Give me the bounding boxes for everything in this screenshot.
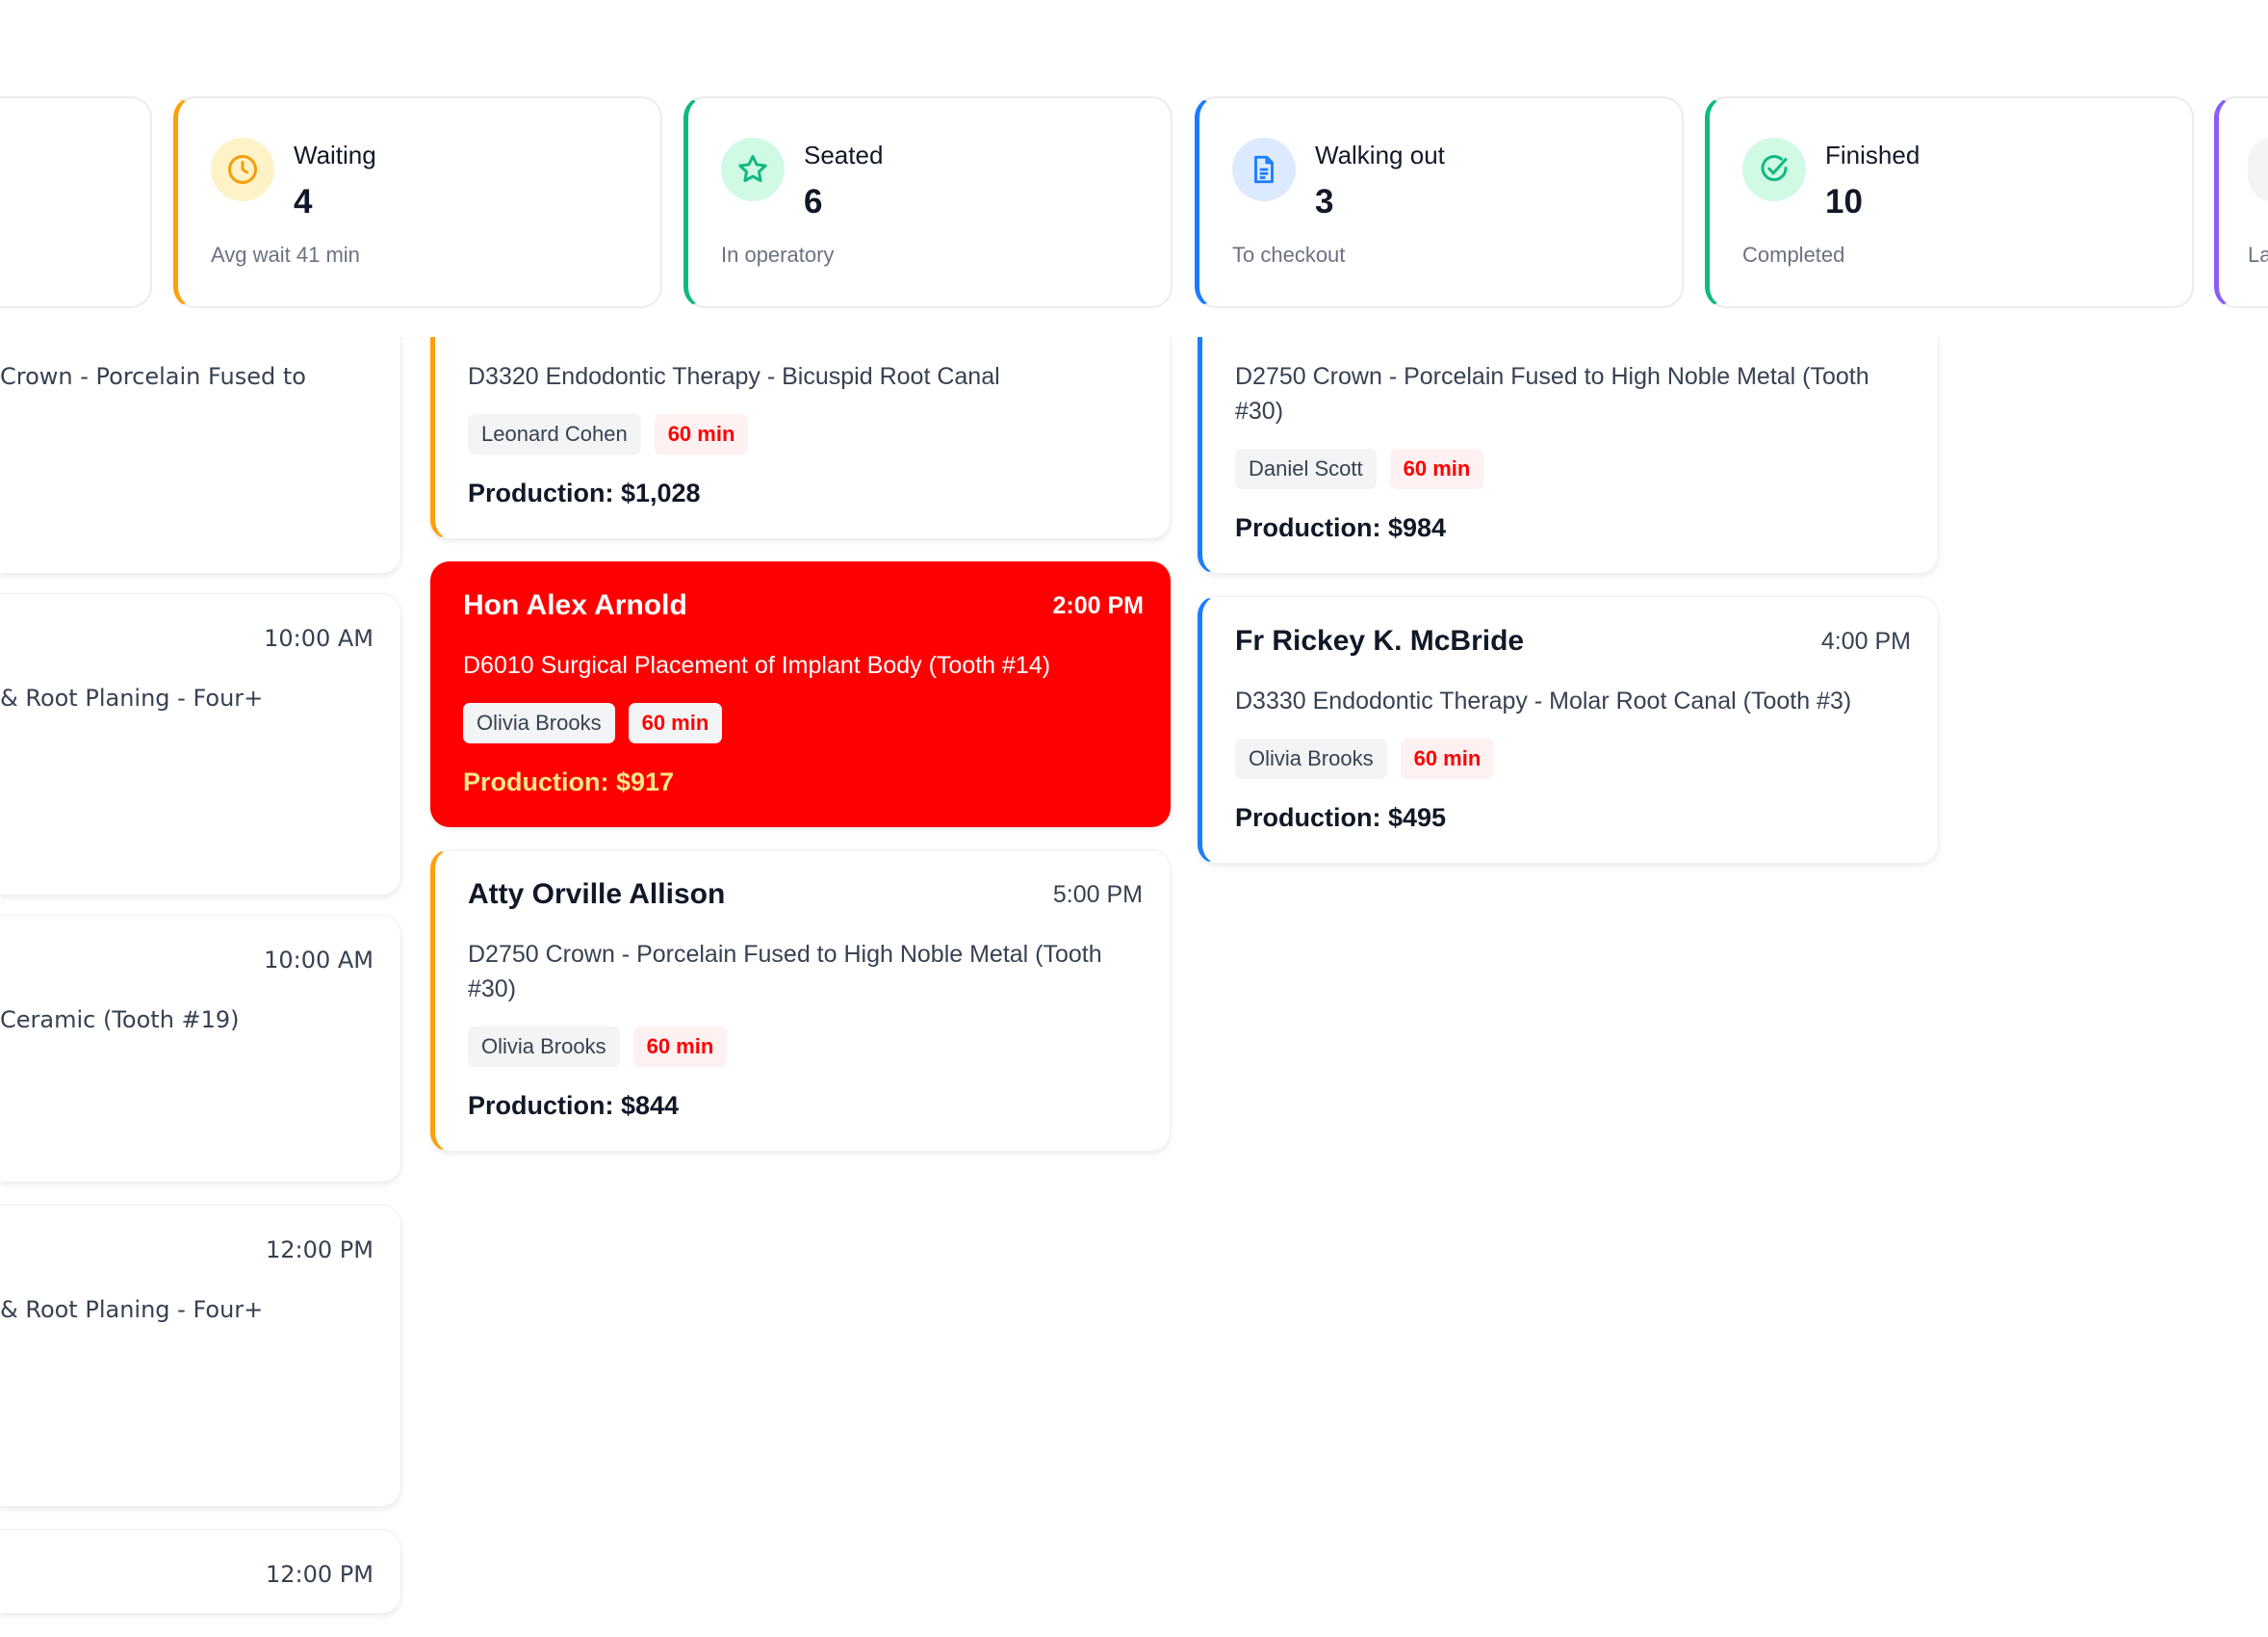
appointment-time: 10:00 AM — [264, 625, 374, 652]
appointment-time: 4:00 PM — [1820, 627, 1911, 655]
appointment-procedure: D2750 Crown - Porcelain Fused to High No… — [1235, 363, 1869, 425]
appointment-procedure: D6010 Surgical Placement of Implant Body… — [463, 652, 1051, 679]
appointment-card[interactable]: 12:00 PM — [0, 1529, 401, 1614]
stat-subtext: La — [2248, 243, 2268, 267]
stat-subtext: In operatory — [721, 243, 835, 267]
appointment-procedure: & Root Planing - Four+ — [0, 685, 264, 712]
appointment-card[interactable]: 10:00 AM Ceramic (Tooth #19) — [0, 915, 401, 1182]
stat-icon — [2248, 138, 2268, 201]
stat-label: Seated — [804, 141, 884, 169]
stat-card-walking-out[interactable]: Walking out 3 To checkout — [1195, 96, 1684, 308]
stat-card-partial[interactable] — [0, 96, 152, 308]
appointment-card[interactable]: D3320 Endodontic Therapy - Bicuspid Root… — [430, 337, 1171, 539]
stat-label: Walking out — [1315, 141, 1445, 169]
stat-subtext: Completed — [1742, 243, 1845, 267]
stat-label: Finished — [1825, 141, 1920, 169]
production-amount: Production: $495 — [1235, 803, 1447, 832]
stat-card-partial-right[interactable]: La — [2214, 96, 2268, 308]
stat-card-finished[interactable]: Finished 10 Completed — [1705, 96, 2194, 308]
appointment-procedure: Ceramic (Tooth #19) — [0, 1006, 240, 1033]
appointment-card[interactable]: 10:00 AM & Root Planing - Four+ — [0, 593, 401, 896]
appointment-card[interactable]: Crown - Porcelain Fused to — [0, 337, 401, 574]
provider-chip: Olivia Brooks — [1235, 739, 1387, 779]
stat-value: 10 — [1825, 183, 1863, 221]
appointment-procedure: Crown - Porcelain Fused to — [0, 363, 306, 390]
duration-chip: 60 min — [628, 703, 723, 743]
appointment-procedure: D3330 Endodontic Therapy - Molar Root Ca… — [1235, 688, 1852, 715]
stat-card-seated[interactable]: Seated 6 In operatory — [683, 96, 1173, 308]
stat-subtext: To checkout — [1232, 243, 1346, 267]
appointment-time: 10:00 AM — [264, 947, 374, 974]
appointment-procedure: D3320 Endodontic Therapy - Bicuspid Root… — [468, 363, 1000, 390]
clock-icon — [211, 138, 274, 201]
column-left: Crown - Porcelain Fused to 10:00 AM & Ro… — [0, 337, 401, 1614]
provider-chip: Leonard Cohen — [468, 414, 641, 455]
column-right: D2750 Crown - Porcelain Fused to High No… — [1198, 337, 1939, 864]
production-amount: Production: $1,028 — [468, 479, 701, 507]
provider-chip: Daniel Scott — [1235, 449, 1377, 489]
check-circle-icon — [1742, 138, 1806, 201]
appointment-card-alert[interactable]: Hon Alex Arnold 2:00 PM D6010 Surgical Pl… — [430, 561, 1171, 827]
appointment-time: 5:00 PM — [1052, 880, 1143, 908]
star-icon — [721, 138, 785, 201]
duration-chip: 60 min — [632, 1026, 728, 1067]
stat-card-waiting[interactable]: Waiting 4 Avg wait 41 min — [173, 96, 662, 308]
production-amount: Production: $984 — [1235, 513, 1447, 542]
appointment-time: 12:00 PM — [266, 1236, 374, 1263]
production-amount: Production: $917 — [463, 767, 675, 796]
production-amount: Production: $844 — [468, 1091, 680, 1120]
board-columns[interactable]: Crown - Porcelain Fused to 10:00 AM & Ro… — [0, 337, 2268, 1637]
document-icon — [1232, 138, 1296, 201]
appointment-card[interactable]: D2750 Crown - Porcelain Fused to High No… — [1198, 337, 1939, 574]
appointment-card[interactable]: 12:00 PM & Root Planing - Four+ — [0, 1205, 401, 1507]
duration-chip: 60 min — [1389, 449, 1484, 489]
appointment-procedure: D2750 Crown - Porcelain Fused to High No… — [468, 941, 1102, 1002]
appointment-card[interactable]: Atty Orville Allison 5:00 PM D2750 Crown … — [430, 849, 1171, 1152]
patient-name[interactable]: Atty Orville Allison — [468, 878, 726, 910]
provider-chip: Olivia Brooks — [468, 1026, 620, 1067]
appointment-procedure: & Root Planing - Four+ — [0, 1296, 264, 1323]
duration-chip: 60 min — [1400, 739, 1495, 779]
stat-value: 3 — [1315, 183, 1334, 221]
stat-value: 4 — [294, 183, 313, 221]
patient-name[interactable]: Fr Rickey K. McBride — [1235, 625, 1525, 657]
stat-label: Waiting — [294, 141, 376, 169]
provider-chip: Olivia Brooks — [463, 703, 615, 743]
stat-subtext: Avg wait 41 min — [211, 243, 360, 267]
appointment-card[interactable]: Fr Rickey K. McBride 4:00 PM D3330 Endodo… — [1198, 596, 1939, 864]
patient-name[interactable]: Hon Alex Arnold — [463, 589, 687, 621]
appointment-time: 2:00 PM — [1052, 591, 1144, 619]
stat-value: 6 — [804, 183, 823, 221]
appointment-time: 12:00 PM — [266, 1561, 374, 1588]
column-middle: D3320 Endodontic Therapy - Bicuspid Root… — [430, 337, 1171, 1152]
duration-chip: 60 min — [654, 414, 749, 455]
